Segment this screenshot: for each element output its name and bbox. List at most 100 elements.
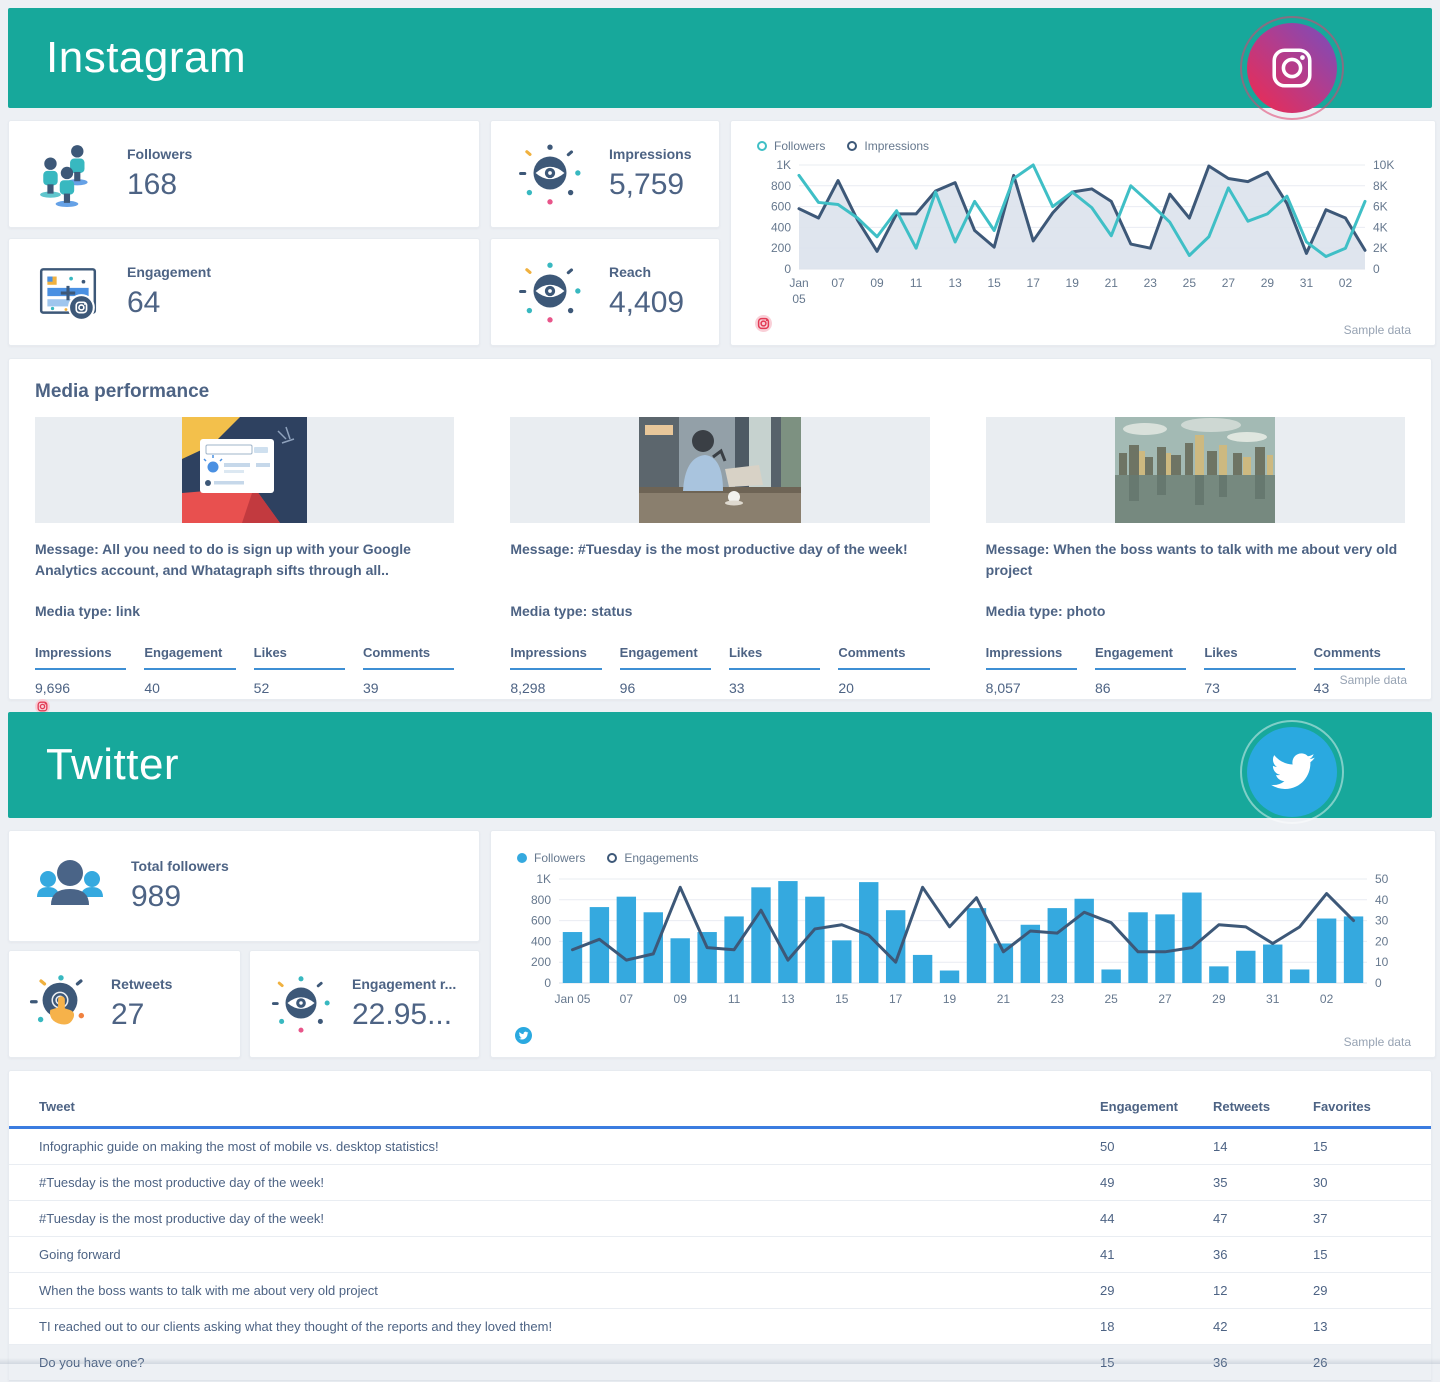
legend-engagements[interactable]: Engagements (607, 851, 698, 865)
svg-text:09: 09 (870, 276, 884, 290)
kpi-value: 64 (127, 286, 161, 319)
photo-post-thumbnail (1115, 417, 1276, 523)
metric-value: 43 (1313, 680, 1330, 696)
table-row: #Tuesday is the most productive day of t… (9, 1200, 1431, 1237)
kpi-label: Engagement (127, 264, 212, 280)
metric-header: Engagement (1094, 645, 1187, 670)
metric-header: Engagement (144, 645, 236, 670)
media-message: Message: #Tuesday is the most productive… (510, 541, 908, 557)
media-thumbnail-strip (510, 417, 930, 523)
reach-icon (519, 262, 581, 323)
metric-value: 9,696 (35, 680, 71, 696)
metric-header: Comments (838, 645, 930, 670)
instagram-section-title: Instagram (46, 33, 247, 82)
metric-header: Impressions (985, 645, 1077, 670)
svg-text:600: 600 (531, 914, 551, 928)
twitter-mini-badge (515, 1027, 532, 1049)
metric-header: Likes (253, 645, 345, 670)
instagram-logo-icon (1272, 48, 1312, 88)
metric-value: 86 (1094, 680, 1111, 696)
metric-header: Engagement (619, 645, 711, 670)
metric-value: 8,298 (510, 680, 546, 696)
svg-text:600: 600 (771, 200, 791, 214)
svg-text:1K: 1K (776, 159, 791, 172)
col-header-favorites: Favorites (1313, 1089, 1431, 1129)
media-thumbnail-strip (985, 417, 1405, 523)
svg-text:30: 30 (1375, 914, 1389, 928)
tweet-table: Tweet Engagement Retweets Favorites Info… (9, 1089, 1431, 1381)
twitter-chart-legend: Followers Engagements (517, 851, 1411, 865)
engagement-icon (39, 268, 97, 321)
engagement-rate-kpi-card: Engagement r... 22.95... (249, 950, 480, 1058)
metric-value: 39 (362, 680, 379, 696)
svg-text:31: 31 (1300, 276, 1314, 290)
svg-text:31: 31 (1266, 992, 1280, 1006)
media-message: Message: When the boss wants to talk wit… (985, 541, 1398, 578)
col-header-engagement: Engagement (1100, 1089, 1213, 1129)
svg-text:21: 21 (1105, 276, 1119, 290)
svg-text:400: 400 (531, 934, 551, 948)
media-message: Message: All you need to do is sign up w… (35, 541, 411, 578)
svg-text:40: 40 (1375, 893, 1389, 907)
metric-value: 52 (253, 680, 270, 696)
legend-followers[interactable]: Followers (757, 139, 825, 153)
table-row: #Tuesday is the most productive day of t… (9, 1164, 1431, 1201)
kpi-label: Engagement r... (352, 976, 457, 992)
table-row: TI reached out to our clients asking wha… (9, 1308, 1431, 1345)
svg-text:15: 15 (987, 276, 1001, 290)
kpi-label: Reach (609, 264, 652, 280)
impressions-icon (519, 144, 581, 205)
svg-text:29: 29 (1261, 276, 1275, 290)
svg-text:02: 02 (1320, 992, 1334, 1006)
total-followers-kpi-card: Total followers 989 (8, 830, 480, 942)
svg-text:23: 23 (1051, 992, 1065, 1006)
metric-value: 20 (838, 680, 854, 696)
kpi-label: Retweets (111, 976, 173, 992)
svg-text:20: 20 (1375, 934, 1389, 948)
table-row: When the boss wants to talk with me abou… (9, 1272, 1431, 1309)
instagram-chart-panel: Followers Impressions 0 0 200 2K 400 4K 600 6K 8… (730, 120, 1436, 346)
media-type: Media type: photo (985, 603, 1106, 619)
col-header-retweets: Retweets (1213, 1089, 1313, 1129)
metric-value: 40 (144, 680, 160, 696)
svg-text:800: 800 (531, 893, 551, 907)
svg-text:0: 0 (544, 976, 551, 990)
twitter-chart-panel: Followers Engagements 0 0 200 10 400 20 600 30 8… (490, 830, 1436, 1058)
svg-text:6K: 6K (1373, 200, 1388, 214)
svg-text:8K: 8K (1373, 179, 1388, 193)
media-performance-title: Media performance (35, 381, 210, 402)
kpi-value: 168 (127, 168, 178, 201)
kpi-value: 27 (111, 998, 145, 1031)
followers-legend-marker (517, 853, 527, 863)
metric-value: 8,057 (985, 680, 1021, 696)
kpi-value: 989 (131, 880, 182, 913)
media-card-3: Message: When the boss wants to talk wit… (985, 417, 1405, 719)
metric-value: 33 (728, 680, 745, 696)
svg-text:19: 19 (943, 992, 957, 1006)
svg-text:11: 11 (910, 276, 923, 290)
kpi-label: Total followers (131, 858, 229, 874)
metric-header: Impressions (35, 645, 127, 670)
svg-text:23: 23 (1144, 276, 1158, 290)
kpi-value: 4,409 (609, 286, 685, 319)
twitter-header: Twitter (8, 712, 1432, 824)
instagram-header: Instagram (8, 8, 1432, 120)
kpi-value: 22.95... (352, 998, 453, 1031)
metric-header: Likes (728, 645, 821, 670)
svg-text:13: 13 (948, 276, 962, 290)
svg-text:0: 0 (1375, 976, 1382, 990)
legend-followers[interactable]: Followers (517, 851, 585, 865)
table-row: Infographic guide on making the most of … (9, 1127, 1431, 1165)
media-performance-panel: Media performance (8, 358, 1432, 714)
media-card-2: Message: #Tuesday is the most productive… (510, 417, 930, 719)
legend-impressions[interactable]: Impressions (847, 139, 929, 153)
svg-text:25: 25 (1104, 992, 1118, 1006)
svg-text:0: 0 (1373, 262, 1380, 276)
svg-text:27: 27 (1158, 992, 1172, 1006)
kpi-label: Impressions (609, 146, 692, 162)
svg-text:800: 800 (771, 179, 791, 193)
twitter-logo-badge (1240, 720, 1344, 824)
media-card-1: Message: All you need to do is sign up w… (35, 417, 455, 719)
followers-legend-marker (757, 141, 767, 151)
